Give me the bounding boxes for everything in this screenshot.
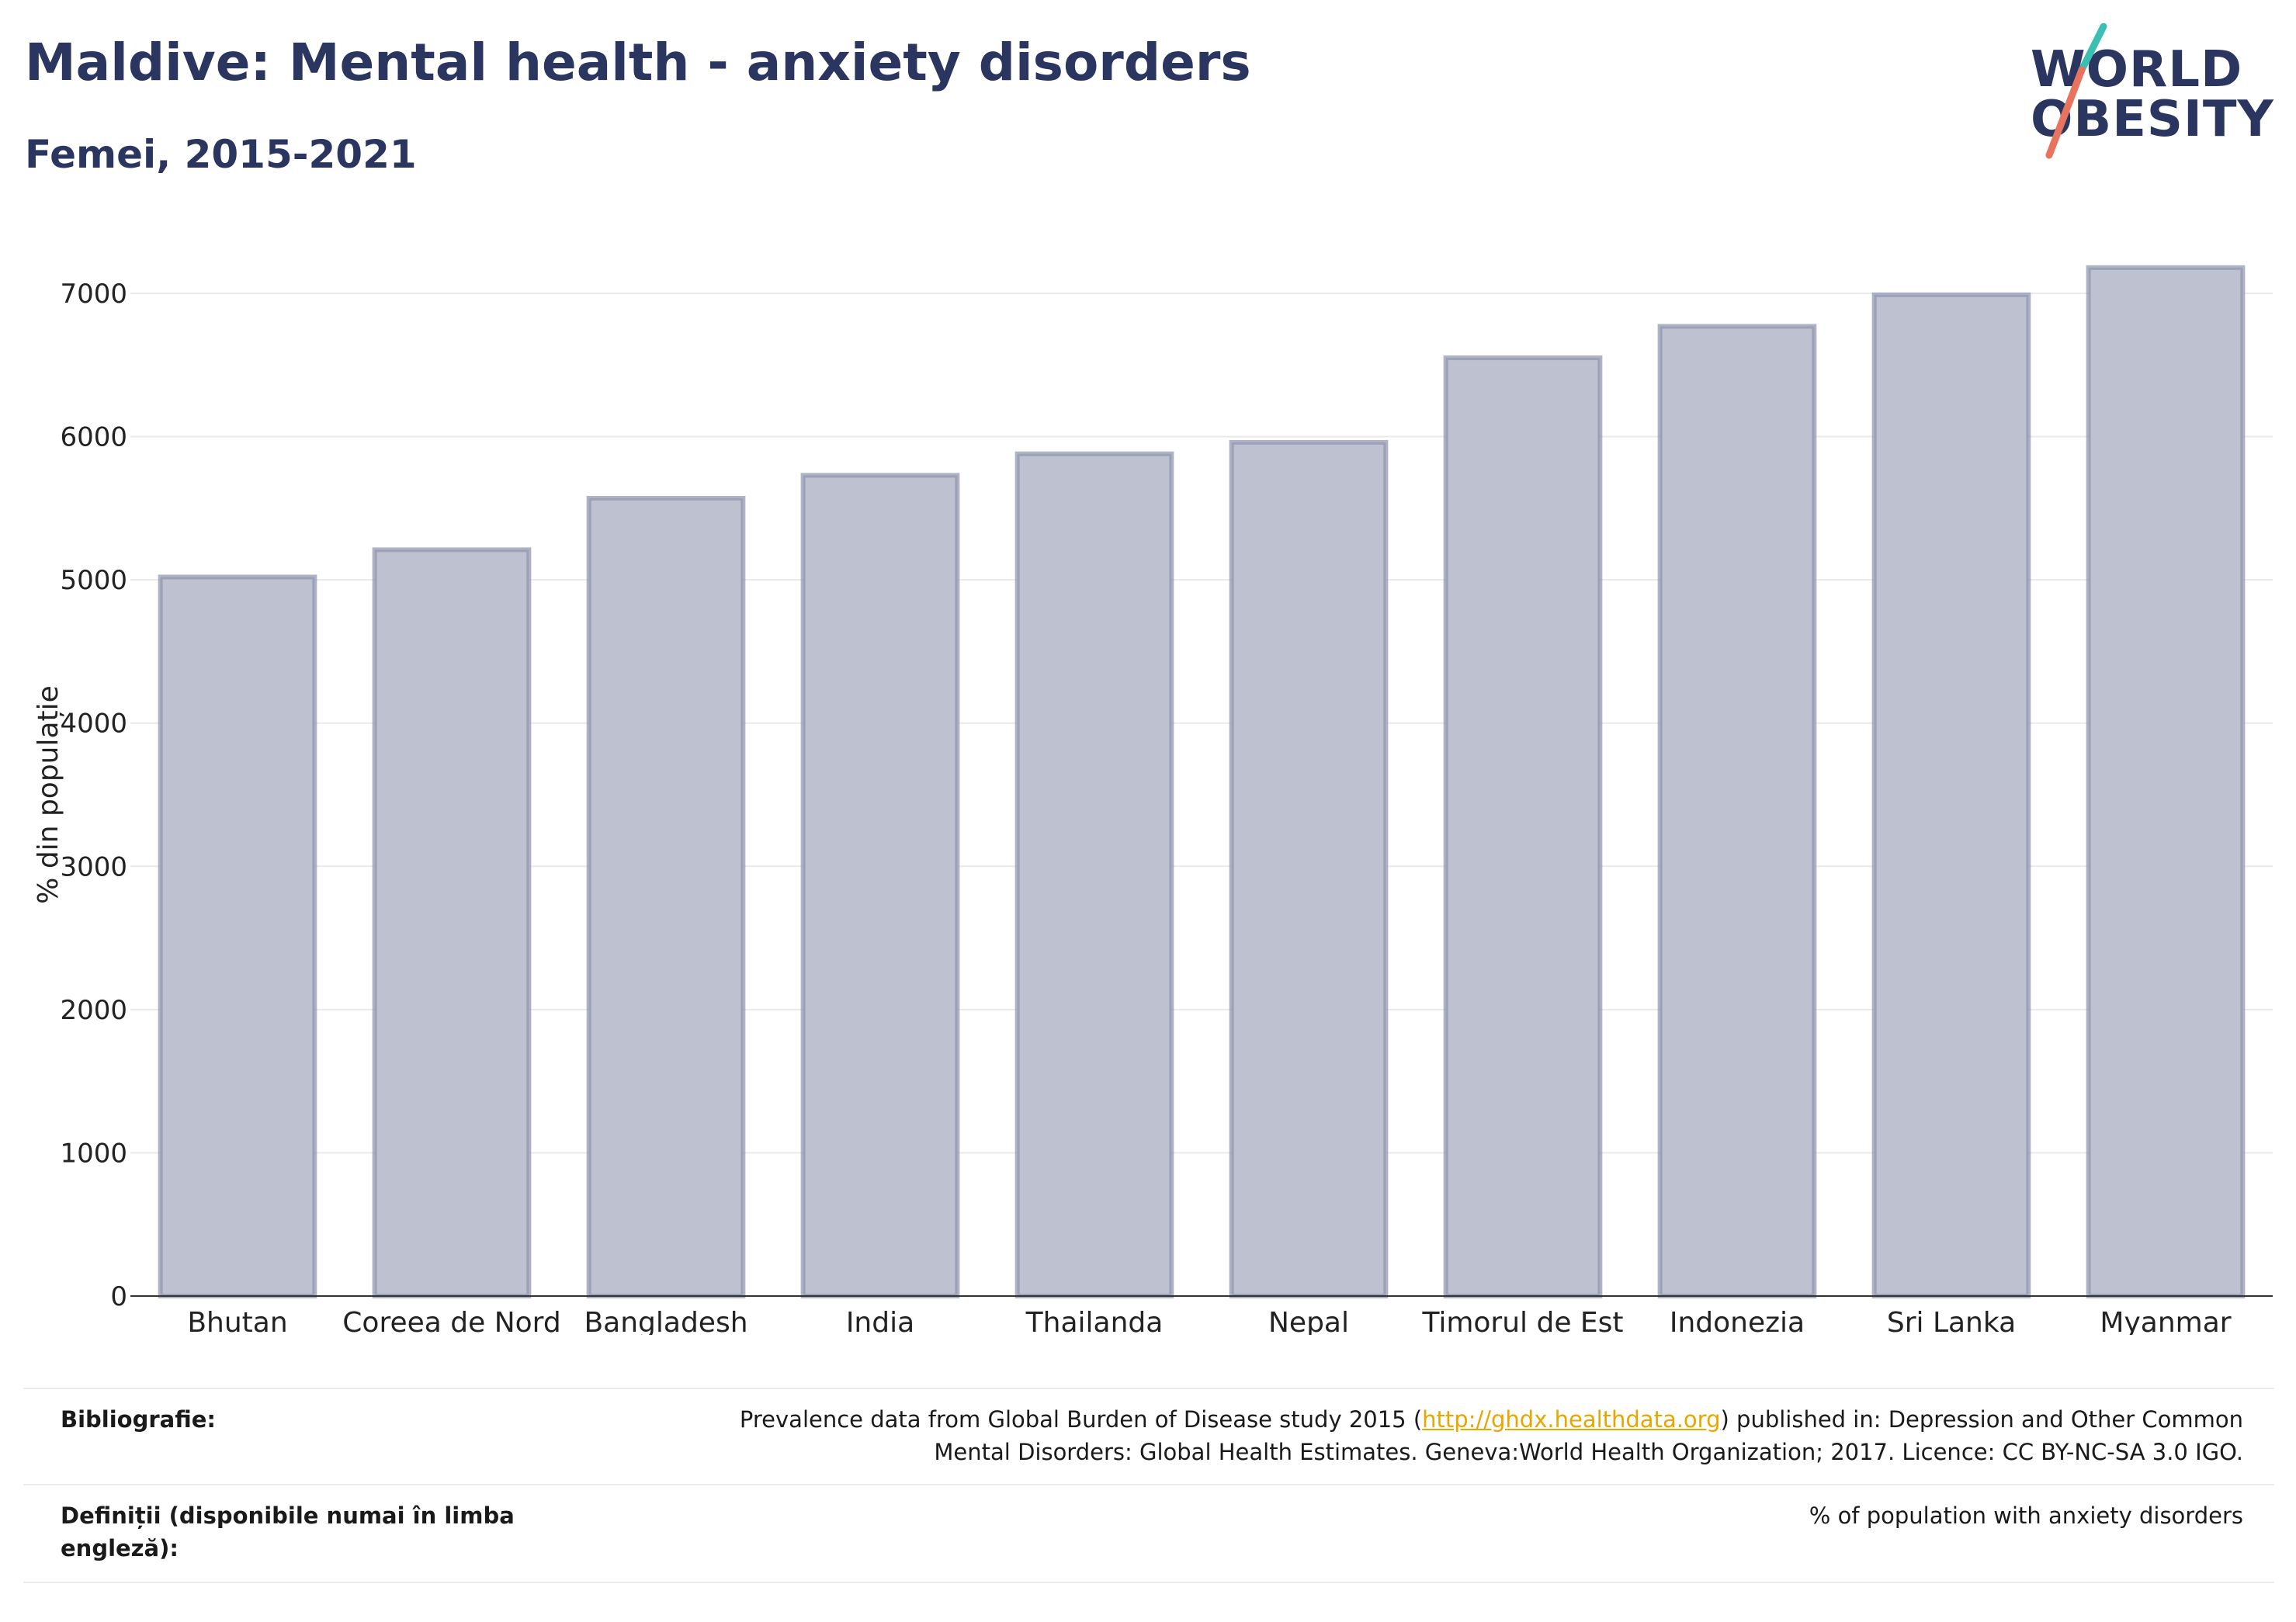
bibliography-post: ) published in: Depression and Other Com…: [1720, 1406, 2244, 1433]
definitions-label: Definiții (disponibile numai în limba en…: [61, 1502, 515, 1561]
x-tick-label: Coreea de Nord: [342, 1307, 560, 1335]
x-tick-label: Sri Lanka: [1887, 1307, 2016, 1335]
x-tick-label: Thailanda: [1025, 1307, 1164, 1335]
x-tick-label: Indonezia: [1670, 1307, 1805, 1335]
x-tick-label: Timorul de Est: [1421, 1307, 1623, 1335]
bars: [158, 265, 2246, 1299]
footer-divider-top: [23, 1388, 2274, 1389]
y-tick-label: 7000: [60, 279, 127, 310]
y-tick-label: 3000: [60, 851, 127, 882]
bar-india[interactable]: [800, 473, 960, 1298]
footer-divider-bottom: [23, 1582, 2274, 1583]
bar-bangladesh[interactable]: [586, 495, 746, 1298]
y-axis-label: % din populație: [33, 685, 64, 904]
world-obesity-logo: WORLD OBESITY: [2018, 23, 2282, 163]
bar-coreea-de-nord[interactable]: [372, 547, 532, 1298]
bibliography-line2: Mental Disorders: Global Health Estimate…: [934, 1439, 2243, 1465]
x-tick-label: Bangladesh: [584, 1307, 747, 1335]
bar-timorul-de-est[interactable]: [1443, 355, 1603, 1298]
y-tick-label: 0: [110, 1281, 127, 1312]
y-tick-label: 1000: [60, 1138, 127, 1169]
bar-thailanda[interactable]: [1014, 451, 1174, 1298]
bibliography-label: Bibliografie:: [61, 1406, 216, 1433]
bar-myanmar[interactable]: [2086, 265, 2246, 1299]
y-tick-label: 2000: [60, 995, 127, 1026]
chart-title: Maldive: Mental health - anxiety disorde…: [25, 33, 1251, 92]
bibliography-pre: Prevalence data from Global Burden of Di…: [739, 1406, 1423, 1433]
x-tick-label: Myanmar: [2100, 1307, 2231, 1335]
bar-nepal[interactable]: [1229, 439, 1389, 1298]
chart-subtitle: Femei, 2015-2021: [25, 132, 417, 177]
bibliography-text: Prevalence data from Global Burden of Di…: [574, 1403, 2243, 1468]
ghdx-link[interactable]: http://ghdx.healthdata.org: [1422, 1406, 1721, 1433]
logo-text-world: WORLD: [2031, 41, 2243, 99]
bar-sri-lanka[interactable]: [1871, 292, 2031, 1298]
y-tick-label: 4000: [60, 709, 127, 740]
bar-chart: 0 1000 2000 3000 4000 5000 6000 7000 Bhutan Core…: [33, 265, 2273, 1335]
y-tick-label: 5000: [60, 565, 127, 596]
x-tick-label: India: [846, 1307, 914, 1335]
x-tick-label: Nepal: [1268, 1307, 1349, 1335]
x-tick-label: Bhutan: [187, 1307, 287, 1335]
logo-slash-icon: [2045, 23, 2107, 159]
y-tick-label: 6000: [60, 422, 127, 453]
bar-indonezia[interactable]: [1657, 324, 1817, 1298]
y-tick-labels: 0 1000 2000 3000 4000 5000 6000 7000: [60, 279, 127, 1312]
x-tick-labels: Bhutan Coreea de Nord Bangladesh India Thail…: [187, 1307, 2231, 1335]
footer-divider-middle: [23, 1484, 2274, 1485]
bar-bhutan[interactable]: [158, 574, 317, 1298]
definitions-text: % of population with anxiety disorders: [1809, 1502, 2243, 1529]
